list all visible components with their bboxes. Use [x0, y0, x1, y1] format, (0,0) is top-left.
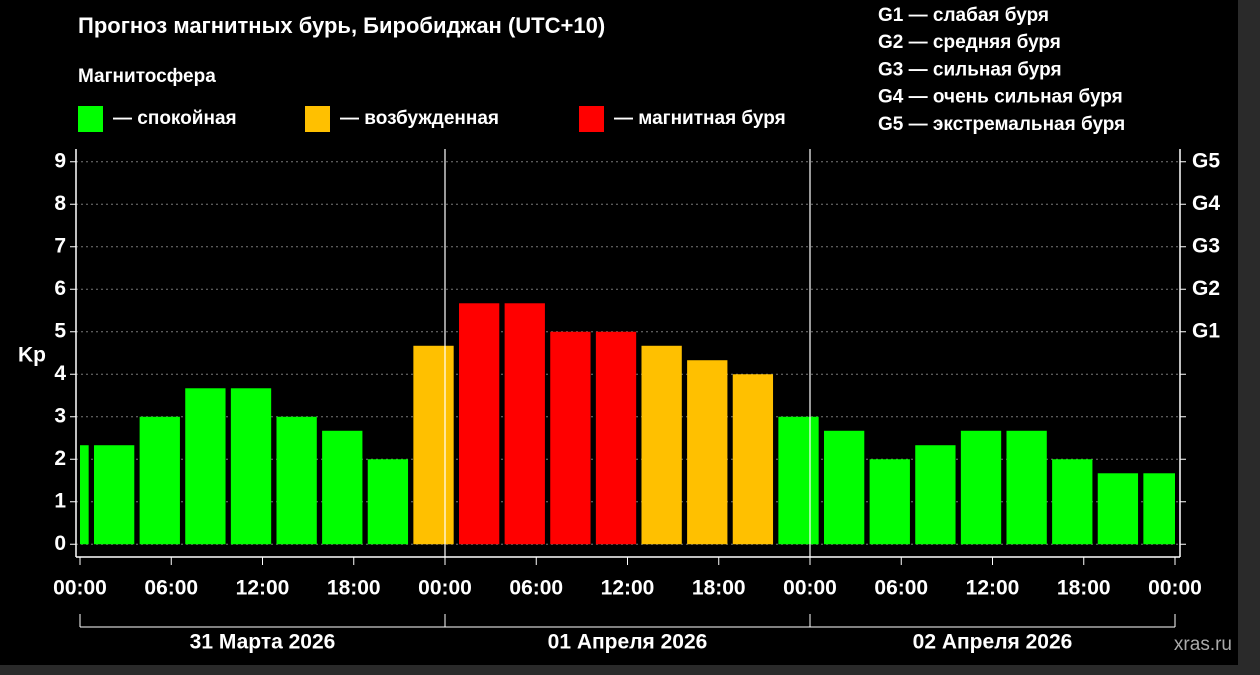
x-tick-label: 00:00: [53, 577, 107, 600]
y-tick-label: 7: [54, 234, 66, 257]
x-tick-label: 06:00: [144, 577, 198, 600]
legend-swatch: [579, 106, 604, 132]
legend-title: Магнитосфера: [78, 66, 216, 87]
x-tick-label: 06:00: [874, 577, 928, 600]
y2-tick-label: G3: [1192, 234, 1220, 257]
y-tick-label: 9: [54, 149, 66, 172]
y-tick-label: 5: [54, 319, 66, 342]
bar: [413, 345, 454, 545]
x-tick-label: 18:00: [327, 577, 381, 600]
x-tick-label: 00:00: [783, 577, 837, 600]
day-label: 02 Апреля 2026: [913, 631, 1073, 654]
bar: [139, 416, 180, 545]
x-tick-label: 12:00: [236, 577, 290, 600]
bar: [80, 445, 89, 545]
y-tick-label: 3: [54, 404, 66, 427]
x-tick-label: 12:00: [966, 577, 1020, 600]
x-tick-label: 12:00: [601, 577, 655, 600]
bar: [185, 388, 226, 545]
x-tick-label: 18:00: [1057, 577, 1111, 600]
y-tick-label: 4: [54, 362, 66, 385]
y-tick-label: 8: [54, 192, 66, 215]
x-tick-label: 00:00: [418, 577, 472, 600]
bar: [1097, 473, 1139, 545]
bar: [687, 360, 728, 545]
bar: [93, 445, 135, 545]
chart-title: Прогноз магнитных бурь, Биробиджан (UTC+…: [78, 13, 605, 38]
bar: [367, 459, 409, 545]
y-tick-label: 1: [54, 489, 66, 512]
bar: [1052, 459, 1093, 545]
bar: [595, 331, 637, 545]
border: [0, 665, 1260, 675]
bar: [276, 416, 317, 545]
day-label: 31 Марта 2026: [190, 631, 336, 654]
y2-tick-label: G4: [1192, 192, 1220, 215]
bar: [550, 331, 591, 545]
legend-swatch: [78, 106, 103, 132]
bar: [732, 374, 774, 545]
bar: [230, 388, 272, 545]
y-axis-label: Kp: [18, 344, 46, 367]
bar: [869, 459, 910, 545]
y-tick-label: 2: [54, 447, 66, 470]
bar: [504, 303, 545, 545]
legend-label: — магнитная буря: [614, 108, 786, 129]
storm-level: G2 — средняя буря: [878, 32, 1061, 53]
bar: [1006, 430, 1047, 545]
y-tick-label: 6: [54, 277, 66, 300]
bar: [322, 430, 363, 545]
y-tick-label: 0: [54, 532, 66, 555]
bar: [915, 445, 956, 545]
storm-level: G3 — сильная буря: [878, 59, 1062, 80]
bar: [778, 416, 819, 545]
bar: [1143, 473, 1175, 545]
x-tick-label: 06:00: [509, 577, 563, 600]
storm-level: G1 — слабая буря: [878, 5, 1049, 26]
y2-tick-label: G1: [1192, 319, 1220, 342]
storm-level: G5 — экстремальная буря: [878, 114, 1125, 135]
border: [1238, 0, 1260, 675]
y2-tick-label: G5: [1192, 149, 1220, 172]
storm-level: G4 — очень сильная буря: [878, 87, 1123, 108]
legend-label: — возбужденная: [340, 108, 499, 129]
watermark: xras.ru: [1174, 634, 1232, 655]
bar: [960, 430, 1002, 545]
bar: [458, 303, 500, 545]
legend-label: — спокойная: [113, 108, 237, 129]
x-tick-label: 00:00: [1148, 577, 1202, 600]
day-label: 01 Апреля 2026: [548, 631, 708, 654]
bar: [641, 345, 682, 545]
x-tick-label: 18:00: [692, 577, 746, 600]
y2-tick-label: G2: [1192, 277, 1220, 300]
bar: [823, 430, 865, 545]
legend-swatch: [305, 106, 330, 132]
